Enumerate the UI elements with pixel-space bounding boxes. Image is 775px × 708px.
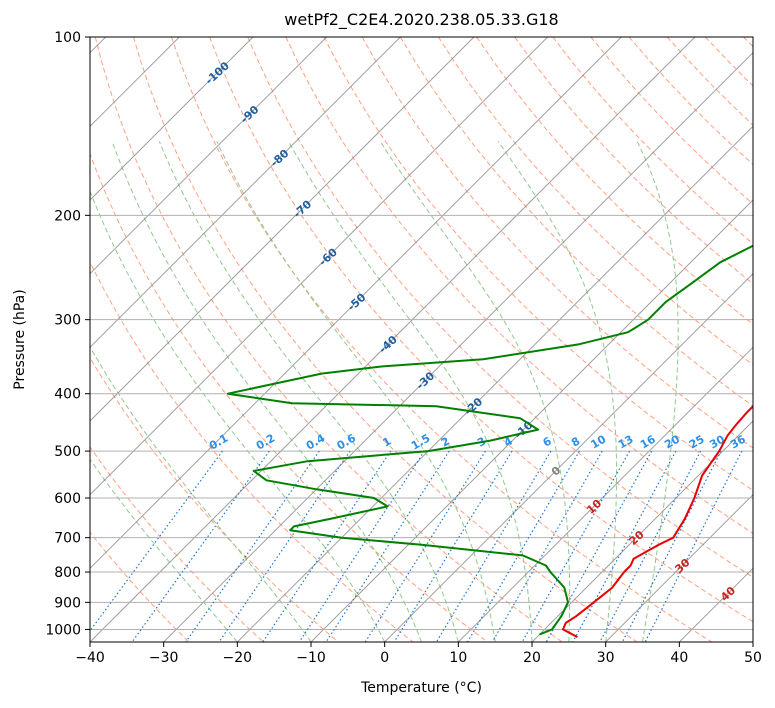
isotherm-line: [236, 125, 753, 642]
x-tick-label: 20: [523, 650, 541, 666]
plot-frame: [89, 36, 754, 643]
dry-adiabat: [94, 37, 563, 642]
dry-adiabat: [285, 37, 753, 535]
mixing-ratio-label: 8: [569, 435, 582, 450]
dry-adiabat: [590, 37, 753, 205]
dry-adiabat: [90, 260, 414, 642]
chart-title: wetPf2_C2E4.2020.238.05.33.G18: [284, 10, 559, 29]
dry-adiabat: [704, 37, 753, 87]
mixing-ratio-label: 13: [616, 433, 636, 452]
mixing-ratio-line: [599, 450, 702, 642]
dry-adiabat: [514, 37, 753, 285]
mixing-ratio-label: 16: [638, 432, 658, 451]
x-tick-label: −10: [296, 650, 326, 666]
y-tick-label: 300: [54, 313, 81, 329]
isotherm-line: [90, 37, 549, 496]
mixing-ratio-line: [364, 450, 486, 642]
mixing-ratio-line: [491, 450, 603, 642]
isotherm-line: [90, 37, 401, 349]
x-tick-label: 40: [670, 650, 688, 666]
mixing-ratio-line: [621, 450, 722, 642]
isotherm-line: [90, 37, 696, 642]
dry-adiabat: [323, 37, 753, 491]
isotherm-label: -100: [203, 59, 232, 87]
mixing-ratio-line: [644, 450, 743, 642]
x-tick-label: −30: [149, 650, 179, 666]
x-tick-label: 10: [449, 650, 467, 666]
x-tick-label: −20: [223, 650, 253, 666]
mixing-ratio-line: [545, 450, 653, 642]
dry-adiabat: [209, 37, 753, 623]
x-tick-label: 30: [597, 650, 615, 666]
dry-adiabat: [743, 37, 753, 48]
dry-adiabat: [90, 531, 190, 642]
plot-area: 0.1 0.2 0.4 0.6 1 1.5 2 3 4 6 8 10 13 16 20 25 30 36-100-…: [90, 37, 753, 642]
x-tick-label: 50: [744, 650, 762, 666]
mixing-ratio-line: [298, 450, 425, 642]
y-tick-label: 500: [54, 444, 81, 460]
isotherm-line: [90, 37, 328, 275]
mixing-ratio-line: [521, 450, 631, 642]
mixing-ratio-line: [185, 450, 320, 642]
y-tick-label: 900: [54, 595, 81, 611]
dry-adiabat: [90, 446, 264, 642]
x-tick-label: 0: [380, 650, 389, 666]
mixing-ratio-line: [466, 450, 580, 642]
isotherm-line: [310, 199, 753, 642]
isotherm-line: [163, 51, 753, 642]
mixing-ratio-label: 0.6: [335, 431, 359, 452]
mixing-ratio-line: [572, 450, 677, 642]
dry-adiabat: [399, 37, 753, 407]
dry-adiabat: [247, 37, 753, 578]
mixing-ratio-label: 0.1: [207, 432, 230, 453]
isotherm-line: [90, 37, 254, 201]
temperature-profile-line: [562, 404, 753, 638]
isotherm-line: [90, 37, 622, 570]
dry-adiabat: [171, 37, 712, 642]
y-axis-label: Pressure (hPa): [12, 289, 28, 389]
mixing-ratio-label: 6: [541, 434, 554, 449]
y-tick-label: 200: [54, 208, 81, 224]
mixing-ratio-line: [393, 450, 513, 642]
dry-adiabat: [90, 152, 488, 642]
moist-adiabat: [379, 141, 571, 642]
isotherm-line: [384, 272, 753, 642]
mixing-ratio-label: 0.2: [254, 432, 277, 453]
dry-adiabat: [132, 37, 638, 642]
x-tick-label: −40: [75, 650, 105, 666]
mixing-ratio-label: 0.4: [304, 431, 328, 452]
isotherm-line: [531, 420, 753, 642]
mixing-ratio-line: [435, 450, 552, 642]
y-tick-label: 800: [54, 565, 81, 581]
dry-adiabat: [437, 37, 753, 366]
mixing-ratio-line: [262, 450, 392, 642]
moist-adiabat: [90, 345, 312, 642]
dry-adiabat: [90, 356, 339, 642]
dry-adiabat: [666, 37, 753, 126]
isotherm-line: [457, 346, 753, 642]
mixing-ratio-label: 1.5: [409, 432, 432, 453]
y-tick-label: 600: [54, 491, 81, 507]
mixing-ratio-line: [218, 450, 351, 642]
dewpoint-profile-line: [226, 244, 753, 636]
dry-adiabat: [476, 37, 753, 325]
isotherm-line: [605, 493, 753, 642]
moist-adiabat: [216, 141, 496, 642]
x-axis-label: Temperature (°C): [360, 680, 482, 696]
y-tick-label: 100: [54, 30, 81, 46]
y-tick-label: 700: [54, 531, 81, 547]
y-tick-label: 1000: [45, 622, 81, 638]
isotherm-line: [752, 641, 753, 642]
mixing-ratio-line: [131, 450, 270, 642]
mixing-ratio-line: [325, 450, 450, 642]
mixing-ratio-label: 25: [687, 433, 707, 452]
isotherm-line: [678, 567, 753, 642]
y-tick-label: 400: [54, 387, 81, 403]
isotherm-line: [90, 37, 475, 422]
mixing-ratio-label: 36: [728, 432, 748, 451]
dry-adiabat: [552, 37, 753, 245]
